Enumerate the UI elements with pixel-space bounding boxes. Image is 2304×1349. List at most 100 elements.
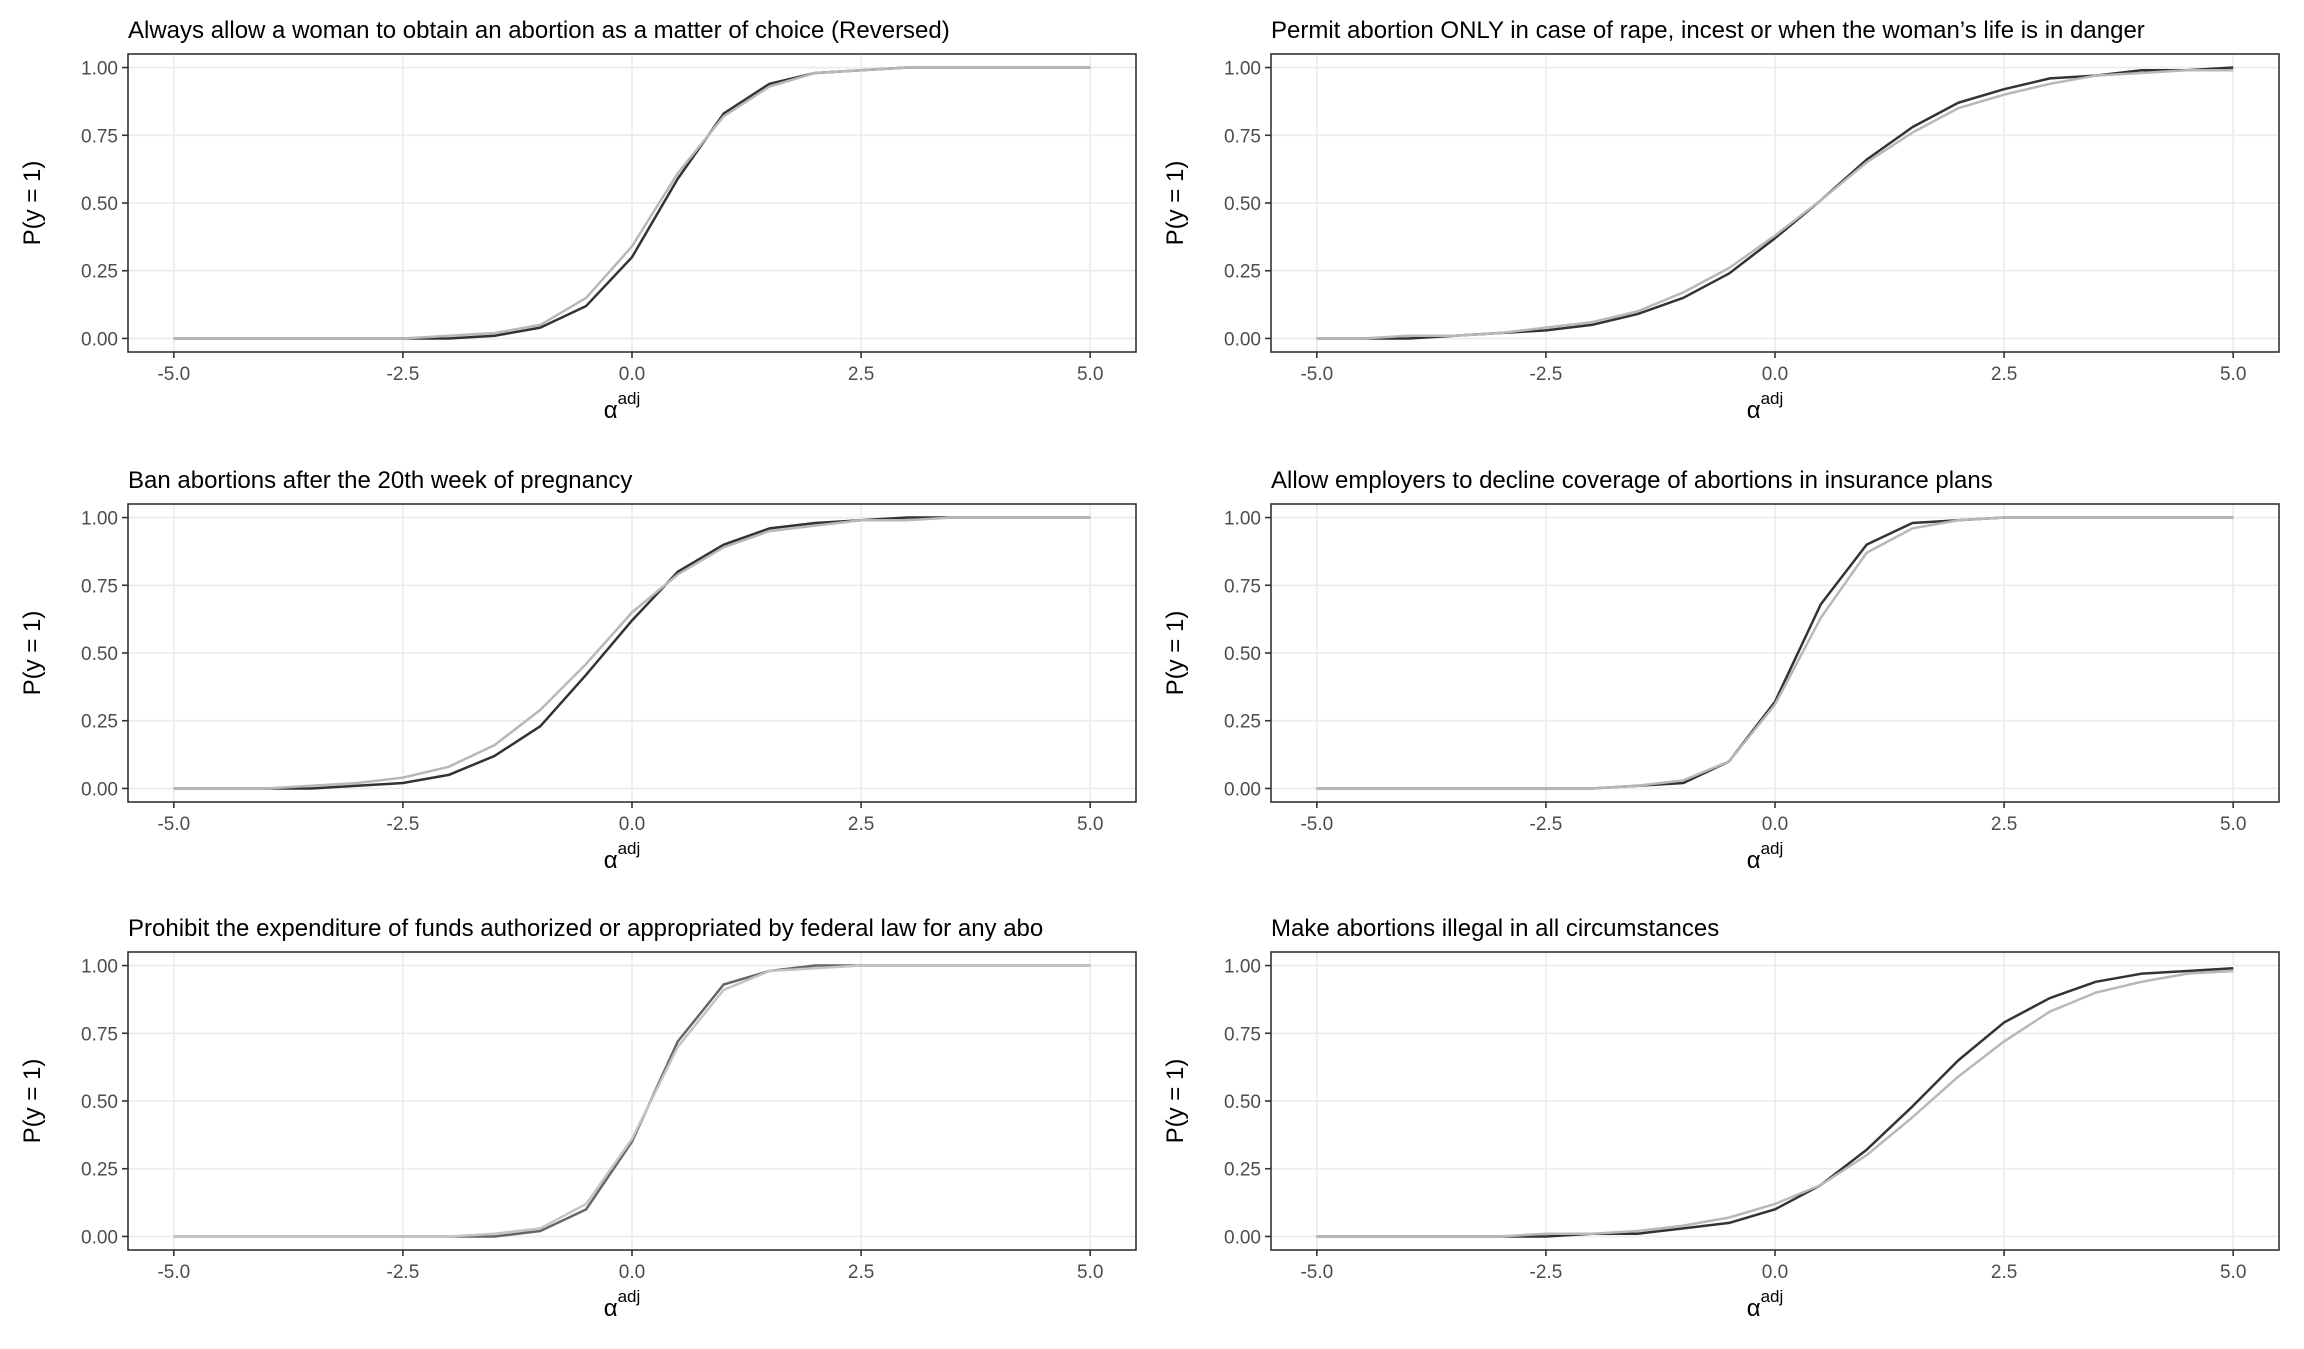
x-tick-label: -5.0 bbox=[157, 814, 190, 835]
x-axis-label-superscript: adj bbox=[1761, 839, 1784, 858]
x-tick-label: 0.0 bbox=[1762, 1262, 1788, 1283]
panel-title: Permit abortion ONLY in case of rape, in… bbox=[1271, 17, 2145, 44]
x-tick-label: 0.0 bbox=[1762, 814, 1788, 835]
y-axis-label: P(y = 1) bbox=[1162, 611, 1189, 696]
x-axis-label-symbol: α bbox=[1747, 397, 1761, 424]
panel: -5.0 -2.5 0.0 2.5 5.0 0.00 0.25 0.50 0.75 1.00 Pro… bbox=[19, 915, 1137, 1322]
x-tick-label: -2.5 bbox=[387, 814, 420, 835]
x-tick-label: 5.0 bbox=[2220, 364, 2246, 385]
panel-title: Allow employers to decline coverage of a… bbox=[1271, 467, 1993, 494]
x-tick-label: 2.5 bbox=[848, 814, 874, 835]
y-axis-label: P(y = 1) bbox=[1162, 161, 1189, 246]
y-tick-label: 1.00 bbox=[1224, 957, 1261, 978]
x-tick-label: 0.0 bbox=[619, 1262, 645, 1283]
x-tick-label: -2.5 bbox=[387, 1262, 420, 1283]
y-tick-label: 1.00 bbox=[1224, 509, 1261, 530]
line-series bbox=[173, 66, 1091, 340]
x-axis-label: αadj bbox=[1747, 389, 1784, 424]
x-axis-label-superscript: adj bbox=[1761, 1287, 1784, 1306]
x-tick-label: -5.0 bbox=[157, 364, 190, 385]
x-axis-label-superscript: adj bbox=[618, 389, 641, 408]
x-tick-label: -2.5 bbox=[387, 364, 420, 385]
y-tick-label: 0.50 bbox=[81, 194, 118, 215]
x-axis-label-symbol: α bbox=[604, 397, 618, 424]
y-axis-label: P(y = 1) bbox=[19, 1059, 46, 1144]
panel: -5.0 -2.5 0.0 2.5 5.0 0.00 0.25 0.50 0.75 1.00 Alw… bbox=[19, 17, 1137, 424]
panel: -5.0 -2.5 0.0 2.5 5.0 0.00 0.25 0.50 0.75 1.00 All… bbox=[1162, 467, 2280, 874]
y-axis-label: P(y = 1) bbox=[19, 161, 46, 246]
y-tick-label: 0.00 bbox=[81, 779, 118, 800]
x-tick-label: 5.0 bbox=[1077, 814, 1103, 835]
x-tick-label: 2.5 bbox=[1991, 1262, 2017, 1283]
x-axis-label: αadj bbox=[604, 839, 641, 874]
panel: -5.0 -2.5 0.0 2.5 5.0 0.00 0.25 0.50 0.75 1.00 Ban… bbox=[19, 467, 1137, 874]
panel-title: Make abortions illegal in all circumstan… bbox=[1271, 915, 1719, 942]
line-series bbox=[1316, 969, 2234, 1238]
line-series bbox=[1316, 516, 2234, 790]
y-axis-label: P(y = 1) bbox=[1162, 1059, 1189, 1144]
x-tick-label: 0.0 bbox=[619, 814, 645, 835]
y-tick-label: 0.25 bbox=[81, 1160, 118, 1181]
x-axis-label-symbol: α bbox=[604, 847, 618, 874]
panel-title: Ban abortions after the 20th week of pre… bbox=[128, 467, 632, 494]
x-tick-label: 2.5 bbox=[1991, 814, 2017, 835]
x-tick-label: -2.5 bbox=[1530, 364, 1563, 385]
y-tick-label: 0.75 bbox=[1224, 576, 1261, 597]
y-tick-label: 0.25 bbox=[1224, 1160, 1261, 1181]
y-tick-label: 1.00 bbox=[81, 957, 118, 978]
x-axis-label: αadj bbox=[604, 389, 641, 424]
x-axis-label-superscript: adj bbox=[618, 839, 641, 858]
x-tick-label: 5.0 bbox=[1077, 1262, 1103, 1283]
x-axis-label: αadj bbox=[604, 1287, 641, 1322]
y-tick-label: 0.00 bbox=[81, 1227, 118, 1248]
y-tick-label: 1.00 bbox=[1224, 59, 1261, 80]
y-tick-label: 0.50 bbox=[1224, 194, 1261, 215]
y-tick-label: 0.75 bbox=[1224, 1024, 1261, 1045]
y-tick-label: 0.50 bbox=[81, 1092, 118, 1113]
line-series bbox=[173, 964, 1091, 1238]
x-tick-label: 5.0 bbox=[2220, 814, 2246, 835]
x-tick-label: 2.5 bbox=[848, 364, 874, 385]
x-tick-label: -2.5 bbox=[1530, 814, 1563, 835]
y-tick-label: 0.25 bbox=[1224, 262, 1261, 283]
y-tick-label: 1.00 bbox=[81, 59, 118, 80]
y-tick-label: 1.00 bbox=[81, 509, 118, 530]
x-tick-label: -5.0 bbox=[1300, 364, 1333, 385]
x-axis-label-superscript: adj bbox=[1761, 389, 1784, 408]
x-axis-label-symbol: α bbox=[1747, 847, 1761, 874]
y-tick-label: 0.00 bbox=[81, 329, 118, 350]
x-axis-label: αadj bbox=[1747, 1287, 1784, 1322]
x-tick-label: 2.5 bbox=[1991, 364, 2017, 385]
y-axis-label: P(y = 1) bbox=[19, 611, 46, 696]
x-tick-label: 0.0 bbox=[619, 364, 645, 385]
x-axis-label: αadj bbox=[1747, 839, 1784, 874]
y-tick-label: 0.25 bbox=[81, 262, 118, 283]
x-tick-label: 5.0 bbox=[2220, 1262, 2246, 1283]
y-tick-label: 0.50 bbox=[81, 644, 118, 665]
x-tick-label: -5.0 bbox=[157, 1262, 190, 1283]
y-tick-label: 0.25 bbox=[1224, 712, 1261, 733]
line-series bbox=[1316, 69, 2234, 340]
y-tick-label: 0.00 bbox=[1224, 779, 1261, 800]
y-tick-label: 0.00 bbox=[1224, 329, 1261, 350]
y-tick-label: 0.75 bbox=[81, 576, 118, 597]
x-axis-label-symbol: α bbox=[604, 1295, 618, 1322]
line-series bbox=[173, 516, 1091, 790]
x-tick-label: 5.0 bbox=[1077, 364, 1103, 385]
y-tick-label: 0.00 bbox=[1224, 1227, 1261, 1248]
x-axis-label-symbol: α bbox=[1747, 1295, 1761, 1322]
x-tick-label: -5.0 bbox=[1300, 814, 1333, 835]
panel: -5.0 -2.5 0.0 2.5 5.0 0.00 0.25 0.50 0.75 1.00 Mak… bbox=[1162, 915, 2280, 1322]
y-tick-label: 0.75 bbox=[1224, 126, 1261, 147]
x-tick-label: -2.5 bbox=[1530, 1262, 1563, 1283]
y-tick-label: 0.50 bbox=[1224, 1092, 1261, 1113]
x-tick-label: 2.5 bbox=[848, 1262, 874, 1283]
x-tick-label: -5.0 bbox=[1300, 1262, 1333, 1283]
x-tick-label: 0.0 bbox=[1762, 364, 1788, 385]
x-axis-label-superscript: adj bbox=[618, 1287, 641, 1306]
panel: -5.0 -2.5 0.0 2.5 5.0 0.00 0.25 0.50 0.75 1.00 Per… bbox=[1162, 17, 2280, 424]
y-tick-label: 0.50 bbox=[1224, 644, 1261, 665]
y-tick-label: 0.75 bbox=[81, 126, 118, 147]
